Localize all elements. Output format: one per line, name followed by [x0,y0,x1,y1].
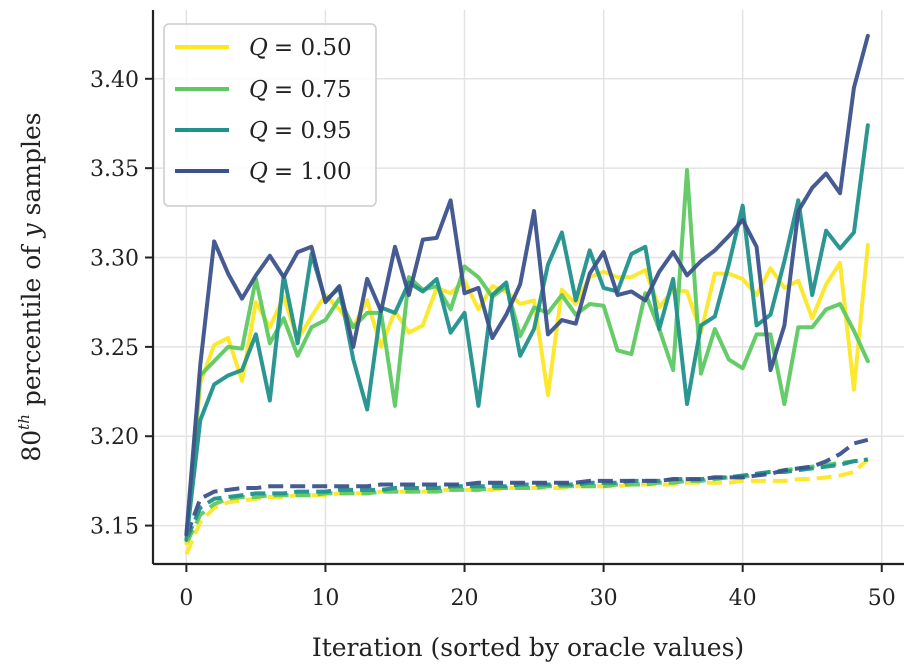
x-tick-label: 30 [590,586,618,611]
y-axis-label-base: 80 [17,430,46,462]
series-line [184,123,870,542]
legend-entry: Q = 0.95 [175,118,352,144]
x-tick-label: 50 [868,586,896,611]
x-axis-label: Iteration (sorted by oracle values) [312,633,744,662]
x-ticks: 0 10 20 30 40 50 [179,564,896,611]
y-tick-label: 3.15 [90,515,139,540]
series-line-dashed [184,457,869,545]
legend: Q = 0.50 Q = 0.75 Q = 0.95 Q = 1.00 [163,23,377,207]
series-line [184,167,870,537]
y-tick-label: 3.35 [90,157,139,182]
y-tick-label: 3.40 [90,68,139,93]
legend-entry: Q = 0.50 [175,35,352,61]
y-tick-label: 3.25 [90,336,139,361]
series-line-dashed [184,457,869,541]
y-tick-label: 3.20 [90,425,139,450]
y-axis-label-end: samples [17,112,46,223]
y-axis-label-sup: th [15,414,33,430]
series-line-dashed [184,437,869,537]
x-tick-label: 10 [311,586,339,611]
legend-label: Q = 0.75 [249,77,352,103]
axes [151,10,904,566]
legend-label: Q = 1.00 [249,159,352,185]
y-axis-label: 80th percentile of y samples [15,112,46,461]
y-axis-label-mid: percentile of [17,238,46,415]
y-ticks: 3.15 3.20 3.25 3.30 3.35 3.40 [90,68,153,540]
plot-area [184,33,870,555]
legend-label: Q = 0.50 [249,35,352,61]
x-tick-label: 0 [179,586,193,611]
legend-label: Q = 0.95 [249,118,352,144]
y-axis-label-var: y [17,223,46,239]
x-tick-label: 40 [729,586,757,611]
series-line [184,33,870,537]
x-tick-label: 20 [451,586,479,611]
legend-entry: Q = 1.00 [175,159,352,185]
legend-frame [163,23,377,207]
y-tick-label: 3.30 [90,247,139,272]
legend-entry: Q = 0.75 [175,77,352,103]
